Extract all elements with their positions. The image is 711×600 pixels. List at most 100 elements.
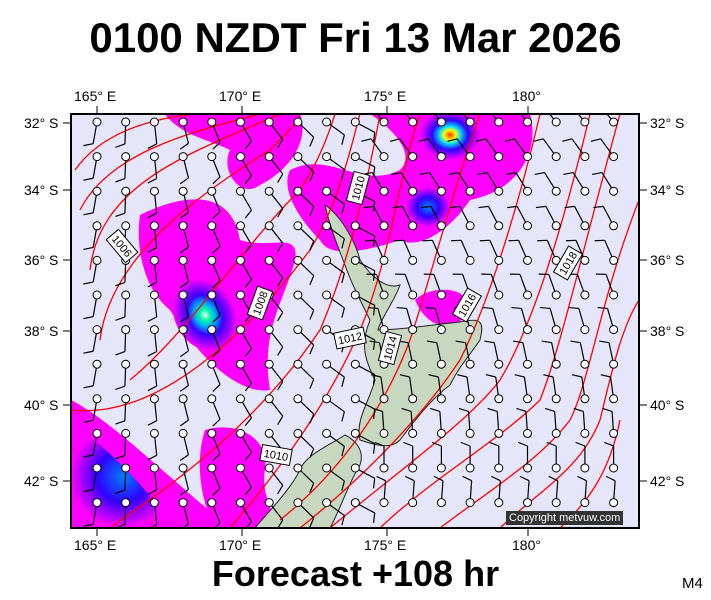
wind-barb (548, 114, 561, 127)
model-tag: M4 (682, 575, 703, 592)
wind-barb (83, 498, 102, 527)
wind-barb (264, 152, 284, 183)
wind-barb (350, 498, 376, 523)
wind-barb (565, 239, 590, 265)
wind-barb (115, 428, 131, 460)
wind-barb (491, 475, 504, 508)
wind-barb (457, 374, 475, 404)
wind-barb (207, 498, 221, 528)
wind-barb (401, 407, 418, 438)
wind-barb (264, 498, 284, 528)
wind-barb (264, 325, 284, 356)
wind-barb (374, 441, 389, 473)
wind-barb (366, 273, 389, 300)
wind-barb (264, 463, 284, 495)
wind-barb (236, 255, 253, 288)
wind-barb (389, 138, 418, 162)
wind-barb (322, 290, 345, 318)
wind-barb (147, 221, 159, 253)
wind-barb (405, 114, 418, 127)
wind-barb (350, 221, 376, 247)
wind-barb (423, 273, 446, 300)
wind-barb (361, 138, 389, 162)
wind-barb (293, 325, 315, 355)
wind-barb (564, 205, 590, 231)
wind-barb (350, 394, 376, 420)
wind-barb (236, 152, 253, 184)
wind-barb (594, 239, 619, 265)
wind-barb (399, 374, 418, 404)
wind-barb (236, 359, 253, 392)
wind-barb (207, 290, 221, 323)
wind-barb (115, 359, 131, 391)
lat-label: 42° S (24, 473, 59, 489)
wind-barb (426, 340, 446, 369)
wind-barb (264, 186, 284, 218)
wind-barb (491, 114, 504, 127)
wind-barb (481, 273, 504, 300)
wind-barb (577, 114, 590, 127)
wind-barb (147, 463, 159, 495)
lon-label: 180° (512, 537, 541, 553)
wind-barb (508, 239, 532, 265)
wind-barb (264, 394, 284, 426)
lat-label: 36° S (24, 252, 59, 268)
wind-barb (596, 273, 619, 300)
wind-barb (577, 475, 590, 508)
wind-barb (365, 239, 389, 265)
wind-barb (293, 428, 315, 459)
wind-barb (207, 325, 221, 358)
wind-barb (371, 374, 389, 404)
wind-barb (322, 359, 345, 387)
lon-label: 165° E (74, 88, 117, 104)
wind-barb (544, 407, 561, 438)
wind-barb (599, 340, 619, 369)
wind-barb (350, 463, 376, 489)
wind-barb (425, 306, 446, 335)
wind-barb (293, 290, 315, 320)
lat-label: 38° S (24, 323, 59, 339)
wind-barb (476, 138, 504, 162)
wind-barb (322, 498, 345, 526)
isobar-label: 1012 (337, 331, 363, 348)
lon-label: 180° (512, 88, 541, 104)
wind-barb (178, 221, 190, 254)
wind-barb (147, 394, 159, 426)
lat-label: 42° S (650, 473, 685, 489)
wind-barb (293, 498, 315, 528)
wind-barb (592, 171, 619, 196)
wind-barb (487, 407, 504, 438)
wind-barb (533, 138, 561, 162)
wind-barb (422, 239, 446, 265)
wind-barb (115, 117, 131, 148)
wind-barb (419, 171, 446, 196)
wind-barb (567, 273, 590, 300)
wind-barb (322, 463, 345, 491)
wind-barb (207, 359, 221, 392)
lon-label: 170° E (219, 88, 262, 104)
wind-barb (602, 407, 619, 438)
wind-barb (115, 325, 131, 356)
wind-barb (83, 463, 102, 493)
wind-barb (606, 114, 619, 127)
lat-label: 36° S (650, 252, 685, 268)
wind-barb (115, 394, 131, 425)
wind-barb (350, 117, 376, 143)
wind-barb (404, 475, 418, 508)
wind-barb (178, 186, 190, 219)
wind-barb (293, 117, 315, 147)
wind-barb (520, 114, 532, 127)
wind-barb (115, 290, 131, 321)
wind-barb (178, 290, 190, 323)
wind-barb (512, 340, 532, 369)
wind-barb (482, 306, 504, 335)
wind-barb (516, 407, 532, 438)
wind-barb (264, 117, 284, 149)
wind-barb (350, 255, 376, 281)
wind-barb (546, 441, 561, 473)
isobar-labels: 1006 1008 1010 1010 1012 1014 1016 1018 (105, 170, 584, 467)
wind-barb (264, 221, 284, 253)
wind-barb (322, 117, 345, 145)
wind-barb (376, 475, 389, 508)
isobar-label: 1010 (263, 448, 289, 464)
